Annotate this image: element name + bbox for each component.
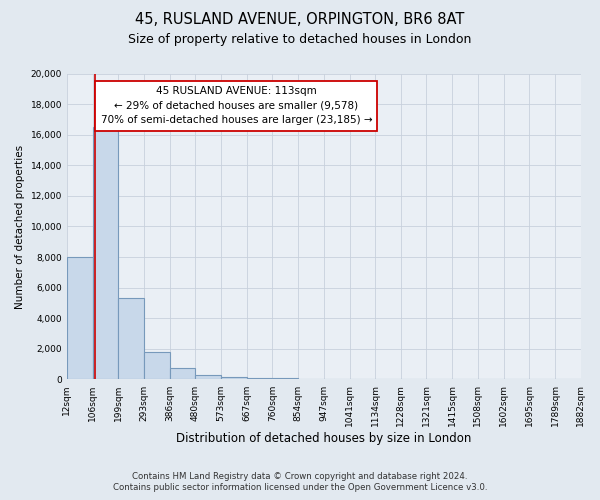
Y-axis label: Number of detached properties: Number of detached properties <box>15 144 25 308</box>
Text: Contains HM Land Registry data © Crown copyright and database right 2024.: Contains HM Land Registry data © Crown c… <box>132 472 468 481</box>
Text: Size of property relative to detached houses in London: Size of property relative to detached ho… <box>128 32 472 46</box>
Bar <box>67 257 93 380</box>
Bar <box>196 375 221 380</box>
Bar <box>221 377 247 380</box>
Bar <box>298 378 324 380</box>
Bar <box>272 378 298 380</box>
Bar <box>247 378 272 380</box>
Text: 45, RUSLAND AVENUE, ORPINGTON, BR6 8AT: 45, RUSLAND AVENUE, ORPINGTON, BR6 8AT <box>136 12 464 28</box>
Text: 45 RUSLAND AVENUE: 113sqm
← 29% of detached houses are smaller (9,578)
70% of se: 45 RUSLAND AVENUE: 113sqm ← 29% of detac… <box>101 86 372 126</box>
Bar <box>144 352 170 380</box>
Bar <box>170 368 196 380</box>
Bar <box>118 298 144 380</box>
Bar <box>93 127 118 380</box>
X-axis label: Distribution of detached houses by size in London: Distribution of detached houses by size … <box>176 432 472 445</box>
Text: Contains public sector information licensed under the Open Government Licence v3: Contains public sector information licen… <box>113 483 487 492</box>
